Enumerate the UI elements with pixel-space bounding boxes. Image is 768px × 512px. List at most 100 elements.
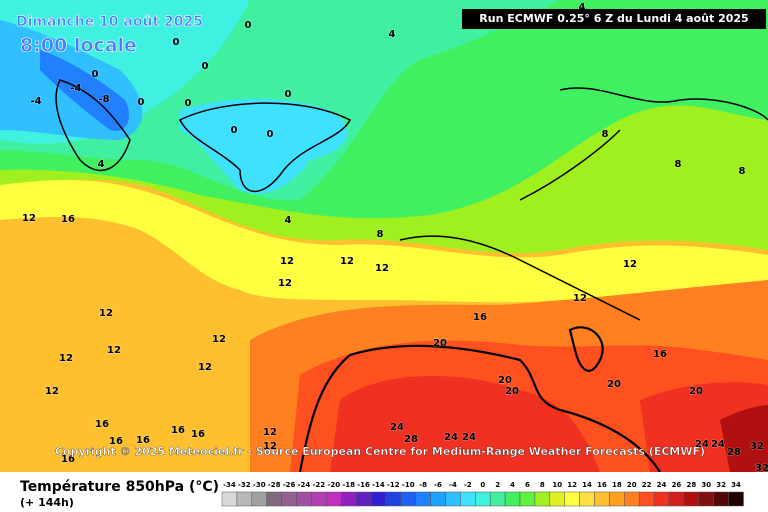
contour-label: 4: [285, 215, 292, 226]
color-cell: [400, 491, 416, 507]
zone-12: [0, 180, 768, 305]
scale-label: 32: [716, 481, 726, 489]
contour-label: 16: [136, 435, 150, 446]
zone-24: [330, 376, 768, 472]
color-cell: [370, 491, 387, 507]
contour-label: 4: [389, 29, 396, 40]
scale-label: 12: [567, 481, 577, 489]
scale-label: -22: [313, 481, 326, 489]
scale-label: -20: [327, 481, 340, 489]
scale-label: 0: [480, 481, 485, 489]
contour-label: 24: [711, 439, 725, 450]
contour-label: 12: [573, 293, 587, 304]
contour-label: 20: [433, 338, 447, 349]
contour-label: 12: [340, 256, 354, 267]
legend-title: Température 850hPa (°C): [20, 479, 219, 495]
color-cell: [296, 491, 312, 507]
scale-label: -8: [419, 481, 427, 489]
contour-label: 4: [98, 159, 105, 170]
contour-labels: 4 4 0 0 0 0 0 -4 -4 -8 0 0 0 0 4 4 8 8 8 8 12 16 12 12 12 12 12 12 1…: [22, 2, 768, 475]
contour-label: 12: [22, 213, 36, 224]
color-cell: [266, 491, 282, 507]
contour-label: 0: [285, 89, 292, 100]
color-cell: [475, 491, 491, 507]
color-cell: [355, 491, 372, 507]
scale-label: 2: [495, 481, 500, 489]
scale-label: 26: [672, 481, 682, 489]
contour-label: 12: [263, 441, 277, 452]
color-cell: [385, 491, 402, 507]
scale-label: 10: [552, 481, 562, 489]
contour-label: 12: [278, 278, 292, 289]
contour-label: 28: [727, 447, 741, 458]
color-cell: [251, 491, 267, 507]
contour-label: 0: [138, 97, 145, 108]
contour-label: -4: [70, 83, 81, 94]
scale-label: -16: [357, 481, 370, 489]
contour-label: 16: [95, 419, 109, 430]
color-cell: [445, 491, 461, 507]
contour-label: 16: [171, 425, 185, 436]
contour-label: 8: [602, 129, 609, 140]
temperature-map: 4 4 0 0 0 0 0 -4 -4 -8 0 0 0 0 4 4 8 8 8 8 12 16 12 12 12 12 12 12 1…: [0, 0, 768, 475]
color-cell: [683, 491, 700, 507]
color-cell: [713, 491, 729, 507]
color-cell: [728, 491, 744, 507]
color-cell: [564, 491, 580, 507]
contour-label: 12: [198, 362, 212, 373]
scale-label: 6: [525, 481, 530, 489]
contour-label: -8: [98, 94, 109, 105]
zone-28: [720, 405, 768, 472]
scale-label: -6: [434, 481, 442, 489]
scale-label: -10: [402, 481, 415, 489]
color-cell: [489, 491, 506, 507]
scale-label: -2: [464, 481, 472, 489]
scale-label: -18: [342, 481, 355, 489]
contour-label: 28: [404, 434, 418, 445]
contour-label: 0: [267, 129, 274, 140]
scale-label: -30: [253, 481, 266, 489]
scale-label: -24: [298, 481, 311, 489]
coastline: [178, 102, 352, 193]
contour-label: 12: [59, 353, 73, 364]
forecast-date: Dimanche 10 août 2025: [16, 14, 203, 30]
contour-label: 20: [689, 386, 703, 397]
contour-label: 0: [185, 98, 192, 109]
contour-label: 20: [498, 375, 512, 386]
contour-label: 16: [473, 312, 487, 323]
color-cell: [624, 491, 640, 507]
contour-label: 20: [607, 379, 621, 390]
scale-label: 14: [582, 481, 592, 489]
contour-label: 24: [695, 439, 709, 450]
contour-label: 16: [61, 454, 75, 465]
contour-label: 12: [263, 427, 277, 438]
color-cell: [698, 491, 714, 507]
contour-label: 4: [579, 2, 586, 13]
scale-label: 30: [701, 481, 711, 489]
scale-label: 20: [627, 481, 637, 489]
color-cell: [668, 491, 685, 507]
color-cell: [579, 491, 595, 507]
contour-label: 0: [202, 61, 209, 72]
scale-label: -26: [283, 481, 296, 489]
contour-label: 12: [212, 334, 226, 345]
contour-label: -4: [30, 96, 41, 107]
color-cell: [638, 491, 655, 507]
contour-label: 32: [750, 441, 764, 452]
scale-label: 34: [731, 481, 741, 489]
run-info: Run ECMWF 0.25° 6 Z du Lundi 4 août 2025: [479, 12, 748, 25]
color-cell: [415, 491, 431, 507]
scale-label: 16: [597, 481, 607, 489]
contour-label: 12: [99, 308, 113, 319]
contour-label: 16: [191, 429, 205, 440]
contour-label: 12: [280, 256, 294, 267]
color-cell: [549, 491, 565, 507]
coastline: [55, 79, 131, 171]
coastline: [568, 326, 604, 372]
contour-label: 12: [375, 263, 389, 274]
color-cell: [430, 491, 446, 507]
contour-label: 0: [245, 20, 252, 31]
copyright: Copyright © 2025 Meteociel.fr - Source E…: [55, 445, 705, 458]
color-cell: [460, 491, 476, 507]
